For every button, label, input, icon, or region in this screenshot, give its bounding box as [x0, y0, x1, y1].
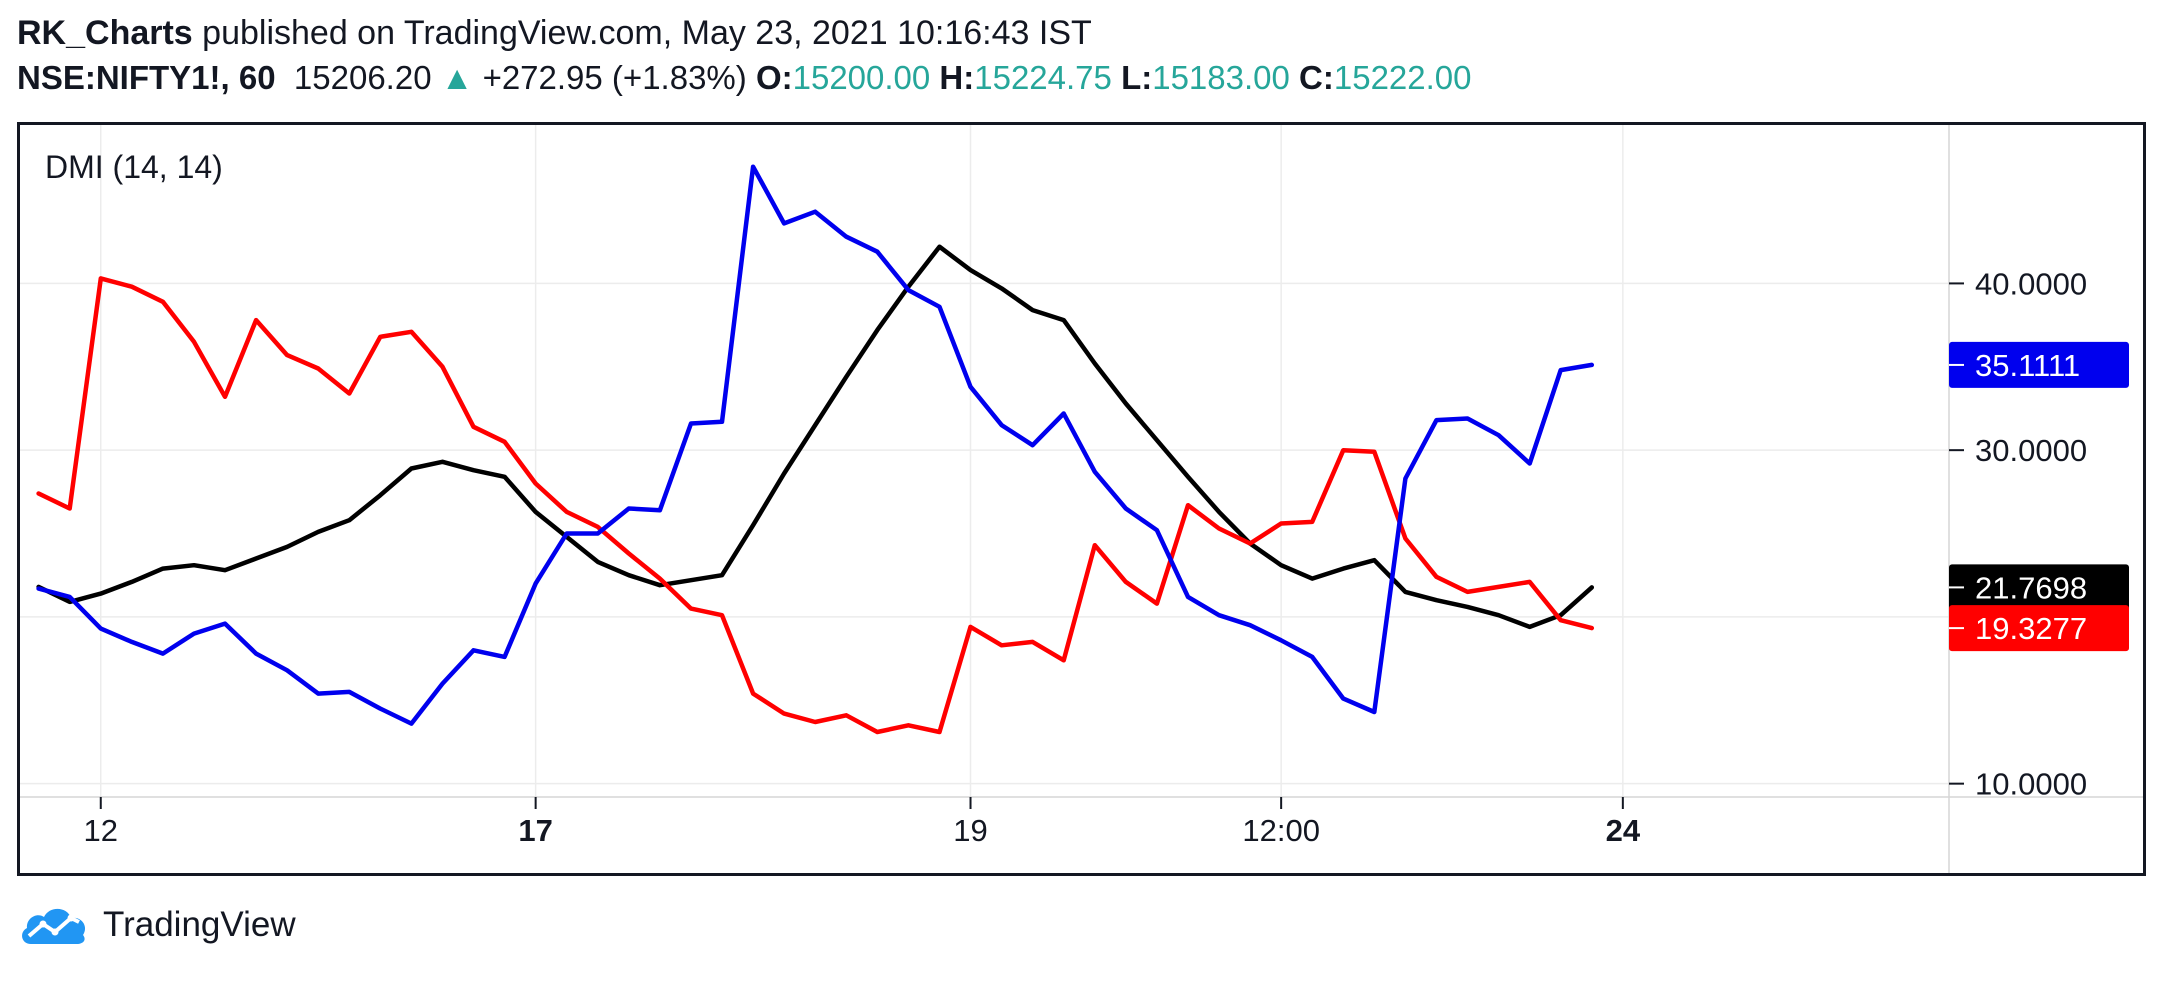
badge-label: 35.1111: [1975, 348, 2080, 383]
x-axis[interactable]: 12 17 19 12:00 24: [84, 797, 1641, 848]
badge-background: [1949, 341, 2129, 388]
up-arrow-icon: ▲: [440, 59, 474, 96]
close-label: C:: [1299, 59, 1334, 96]
series-line-minus-di[interactable]: [36, 276, 1595, 735]
x-tick-label: 19: [953, 813, 987, 848]
last-value-badge: 21.7698: [1949, 564, 2129, 611]
dmi-chart[interactable]: 10.0000 30.0000 40.0000 12 17 19 12:00 24 35.1…: [20, 125, 2143, 873]
symbol-label: NSE:NIFTY1!, 60: [17, 59, 276, 96]
high-value: 15224.75: [974, 59, 1112, 96]
series-line-adx[interactable]: [36, 244, 1595, 630]
close-value: 15222.00: [1333, 59, 1472, 96]
last-value-badge: 19.3277: [1949, 605, 2129, 652]
series-layer: [36, 164, 1595, 735]
last-value-badge: 35.1111: [1949, 341, 2129, 388]
y-axis[interactable]: 10.0000 30.0000 40.0000: [1949, 266, 2087, 802]
publish-line: RK_Charts published on TradingView.com, …: [17, 10, 1472, 56]
x-tick-label: 17: [518, 813, 552, 848]
y-tick-label: 30.0000: [1975, 433, 2087, 468]
open-value: 15200.00: [792, 59, 931, 96]
x-tick-label: 12: [84, 813, 118, 848]
last-value-badges: 35.1111 21.7698 19.3277: [1949, 341, 2129, 652]
x-tick-label: 12:00: [1242, 813, 1320, 848]
series-line-plus-di[interactable]: [36, 164, 1595, 726]
badge-background: [1949, 564, 2129, 611]
price-change: +272.95 (+1.83%): [482, 59, 747, 96]
chart-frame[interactable]: 10.0000 30.0000 40.0000 12 17 19 12:00 24 35.1…: [17, 122, 2146, 876]
symbol-line: NSE:NIFTY1!, 60 15206.20 ▲ +272.95 (+1.8…: [17, 56, 1472, 100]
badge-label: 21.7698: [1975, 570, 2087, 605]
footer: TradingView: [17, 900, 296, 950]
tradingview-cloud-icon[interactable]: [17, 902, 91, 948]
x-tick-label: 24: [1606, 813, 1641, 848]
badge-label: 19.3277: [1975, 611, 2087, 646]
low-value: 15183.00: [1152, 59, 1290, 96]
chart-header: RK_Charts published on TradingView.com, …: [17, 10, 1472, 100]
indicator-label[interactable]: DMI (14, 14): [45, 149, 223, 185]
tradingview-brand[interactable]: TradingView: [103, 905, 296, 944]
published-text: published on TradingView.com, May 23, 20…: [202, 14, 1092, 52]
author-name[interactable]: RK_Charts: [17, 14, 193, 52]
open-label: O:: [755, 59, 793, 96]
low-label: L:: [1121, 59, 1153, 96]
high-label: H:: [939, 59, 975, 96]
y-tick-label: 10.0000: [1975, 767, 2087, 802]
y-tick-label: 40.0000: [1975, 266, 2087, 301]
last-price: 15206.20: [293, 59, 432, 96]
badge-background: [1949, 605, 2129, 652]
grid-layer: [20, 125, 1949, 797]
